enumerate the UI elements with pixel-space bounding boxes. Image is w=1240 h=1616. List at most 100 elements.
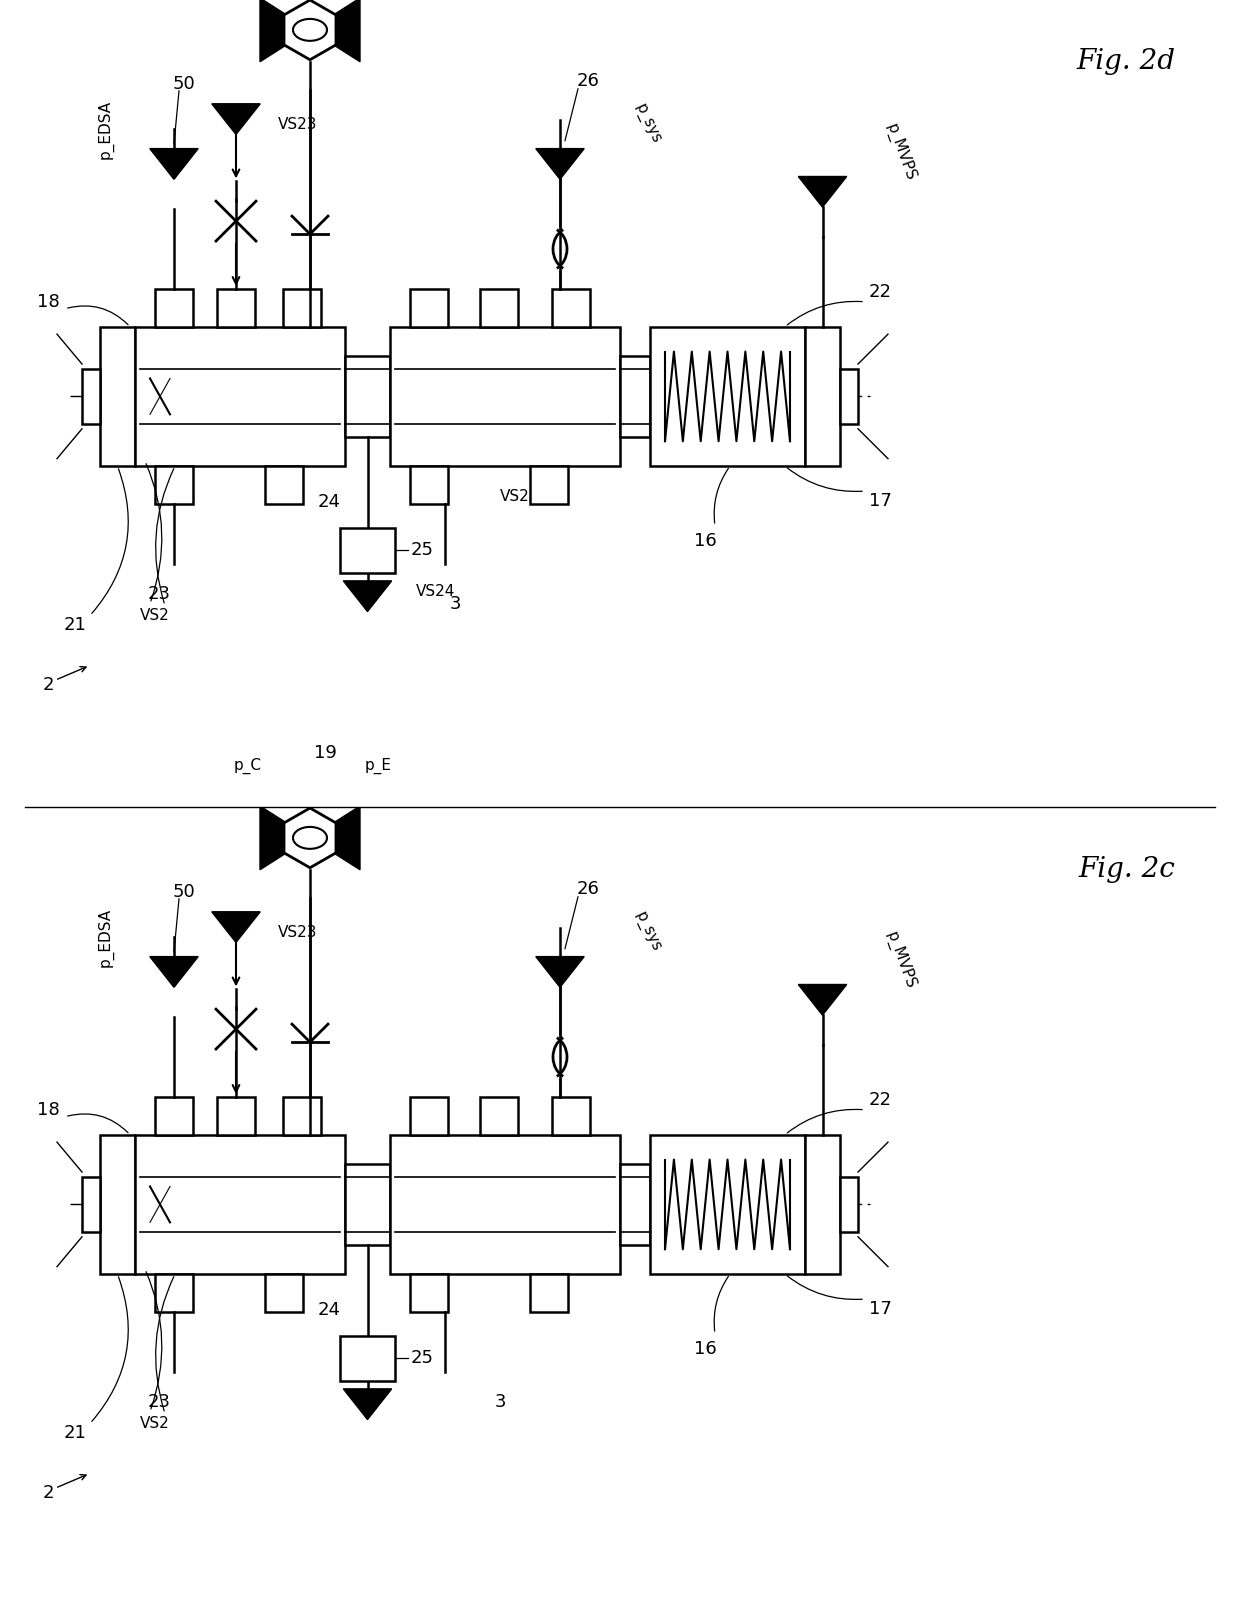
Bar bbox=[410, 1097, 448, 1134]
FancyArrowPatch shape bbox=[68, 1113, 128, 1133]
Bar bbox=[155, 1097, 193, 1134]
Text: 25: 25 bbox=[410, 541, 434, 559]
Polygon shape bbox=[536, 149, 584, 179]
Bar bbox=[391, 326, 620, 465]
Polygon shape bbox=[212, 103, 260, 134]
Polygon shape bbox=[150, 149, 198, 179]
Text: p_sys: p_sys bbox=[632, 102, 663, 147]
Bar bbox=[155, 1273, 193, 1312]
Polygon shape bbox=[343, 580, 392, 611]
Bar bbox=[135, 1134, 345, 1273]
Text: 16: 16 bbox=[693, 532, 717, 549]
Bar bbox=[552, 1097, 590, 1134]
Bar bbox=[552, 289, 590, 326]
Text: Fig. 2c: Fig. 2c bbox=[1079, 856, 1176, 882]
Ellipse shape bbox=[293, 827, 327, 848]
Text: 21: 21 bbox=[63, 616, 87, 635]
Bar bbox=[345, 356, 391, 438]
Text: 18: 18 bbox=[37, 1100, 60, 1118]
Bar bbox=[410, 1273, 448, 1312]
Text: 26: 26 bbox=[577, 879, 599, 898]
FancyArrowPatch shape bbox=[146, 1272, 162, 1409]
FancyArrowPatch shape bbox=[787, 1110, 862, 1133]
Bar bbox=[620, 1164, 650, 1246]
Text: p_EDSA: p_EDSA bbox=[98, 908, 114, 966]
FancyArrowPatch shape bbox=[714, 469, 728, 524]
Text: VS24: VS24 bbox=[415, 583, 455, 600]
Text: p_sys: p_sys bbox=[632, 910, 663, 955]
Polygon shape bbox=[536, 957, 584, 987]
Text: 16: 16 bbox=[693, 1340, 717, 1357]
Polygon shape bbox=[212, 911, 260, 942]
Bar bbox=[265, 465, 303, 504]
Polygon shape bbox=[284, 0, 336, 60]
Text: 3: 3 bbox=[449, 595, 461, 612]
Text: 17: 17 bbox=[868, 1299, 892, 1319]
Bar bbox=[410, 465, 448, 504]
FancyArrowPatch shape bbox=[68, 305, 128, 325]
Bar bbox=[839, 1176, 858, 1231]
Bar bbox=[410, 289, 448, 326]
Text: 50: 50 bbox=[172, 74, 196, 92]
Bar bbox=[217, 1097, 255, 1134]
Bar bbox=[340, 1336, 396, 1382]
Text: 19: 19 bbox=[314, 745, 336, 763]
Text: 24: 24 bbox=[317, 1301, 341, 1319]
Bar bbox=[529, 465, 568, 504]
Polygon shape bbox=[799, 984, 847, 1015]
Bar bbox=[100, 326, 135, 465]
Text: 22: 22 bbox=[868, 1091, 892, 1109]
Bar bbox=[283, 1097, 321, 1134]
Text: 50: 50 bbox=[172, 882, 196, 900]
FancyArrowPatch shape bbox=[787, 1277, 862, 1299]
Bar bbox=[340, 528, 396, 574]
Bar bbox=[135, 326, 345, 465]
Bar bbox=[265, 1273, 303, 1312]
Text: 18: 18 bbox=[37, 292, 60, 310]
Bar bbox=[650, 1134, 805, 1273]
FancyArrowPatch shape bbox=[155, 1277, 174, 1411]
Text: 26: 26 bbox=[577, 71, 599, 90]
Text: 21: 21 bbox=[63, 1424, 87, 1443]
Bar bbox=[283, 289, 321, 326]
Polygon shape bbox=[799, 176, 847, 207]
FancyArrowPatch shape bbox=[155, 469, 174, 603]
FancyArrowPatch shape bbox=[714, 1277, 728, 1332]
Bar bbox=[100, 1134, 135, 1273]
Text: p_E: p_E bbox=[365, 758, 392, 774]
Text: VS23: VS23 bbox=[278, 924, 317, 941]
Ellipse shape bbox=[293, 19, 327, 40]
Bar bbox=[82, 1176, 100, 1231]
Text: VS23: VS23 bbox=[278, 116, 317, 133]
Text: VS2: VS2 bbox=[140, 1416, 170, 1432]
Text: 25: 25 bbox=[410, 1349, 434, 1367]
Text: p_MVPS: p_MVPS bbox=[883, 121, 918, 183]
Bar bbox=[391, 1134, 620, 1273]
FancyArrowPatch shape bbox=[92, 1277, 128, 1422]
Polygon shape bbox=[284, 808, 336, 868]
FancyArrowPatch shape bbox=[146, 464, 162, 601]
Text: 23: 23 bbox=[148, 585, 171, 603]
Bar bbox=[839, 368, 858, 423]
Polygon shape bbox=[343, 1388, 392, 1419]
FancyArrowPatch shape bbox=[787, 469, 862, 491]
Bar bbox=[480, 1097, 518, 1134]
Bar bbox=[805, 326, 839, 465]
Text: 2: 2 bbox=[42, 675, 53, 695]
Bar bbox=[620, 356, 650, 438]
Bar bbox=[155, 289, 193, 326]
Text: 22: 22 bbox=[868, 283, 892, 301]
FancyArrowPatch shape bbox=[92, 469, 128, 614]
Text: 3: 3 bbox=[495, 1393, 506, 1411]
Bar bbox=[82, 368, 100, 423]
Polygon shape bbox=[260, 0, 310, 61]
FancyArrowPatch shape bbox=[787, 302, 862, 325]
Polygon shape bbox=[310, 0, 360, 61]
Bar bbox=[155, 465, 193, 504]
Text: 2: 2 bbox=[42, 1483, 53, 1503]
Bar bbox=[480, 289, 518, 326]
Text: 17: 17 bbox=[868, 491, 892, 511]
Bar bbox=[345, 1164, 391, 1246]
Text: Fig. 2d: Fig. 2d bbox=[1076, 48, 1176, 74]
Text: p_C: p_C bbox=[234, 758, 262, 774]
